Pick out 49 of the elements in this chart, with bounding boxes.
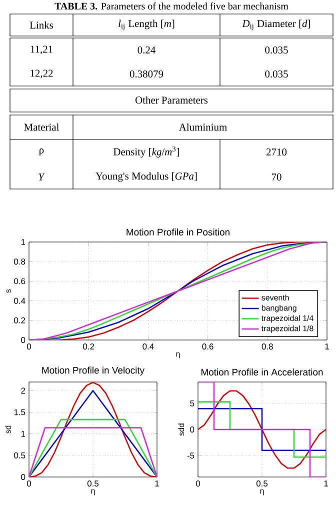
x-tick-label: 0.5: [256, 480, 268, 487]
text: TABLE 3. Parameters of the modeled five bar mechanism: [54, 2, 288, 10]
text: Other Parameters: [135, 96, 208, 104]
y-tick-label: -5: [187, 452, 194, 459]
y-tick-label: 1: [21, 430, 26, 437]
y-tick-label: 1.5: [14, 409, 26, 416]
text: D$_{ij}$ Diameter [d]: [242, 20, 310, 30]
x-tick-label: 0: [26, 480, 32, 487]
x-tick-label: 0.4: [142, 344, 154, 350]
y-tick-label: 0.2: [14, 317, 26, 324]
text: Material: [24, 123, 60, 131]
x-tick-label: 1: [324, 480, 328, 486]
y-tick-label: 0: [21, 337, 26, 343]
x-tick-label: 1: [325, 344, 329, 350]
x-tick-label: 1: [155, 480, 159, 486]
text: 0.38079: [130, 70, 164, 78]
y-tick-label: 1: [21, 239, 26, 245]
text: 0.035: [265, 46, 288, 54]
x-tick-label: 0.2: [83, 344, 94, 350]
x-tick-label: 0.8: [262, 344, 273, 350]
y-tick-label: 0.5: [14, 452, 26, 458]
text: 0.24: [138, 46, 156, 54]
text: 2710: [266, 148, 287, 156]
text: Density [kg/m$^{3}$]: [113, 146, 180, 158]
text: Aluminium: [178, 123, 227, 131]
y-tick-label: 0.8: [14, 258, 26, 265]
x-tick-label: 0.6: [202, 344, 214, 350]
y-tick-label: 0: [21, 474, 26, 480]
x-tick-label: 0.5: [87, 480, 99, 487]
text: 0.035: [265, 70, 288, 78]
text: Links: [30, 21, 54, 29]
x-tick-label: 0: [196, 480, 200, 487]
chart-title: Motion Profile in Velocity: [42, 366, 145, 376]
y-tick-label: 2: [21, 388, 26, 394]
text: l$_{ij}$ Length [m]: [118, 20, 174, 30]
text: 11,21: [30, 46, 52, 54]
chart-title: Motion Profile in Position: [126, 228, 230, 236]
chart-title: Motion Profile in Acceleration: [201, 368, 323, 376]
text: 12,22: [30, 70, 53, 78]
text: Y: [38, 174, 45, 180]
y-tick-label: 0: [190, 426, 194, 432]
y-tick-label: 5: [190, 400, 194, 406]
text: ρ: [40, 148, 44, 156]
text: Young's Modulus [GPa]: [96, 172, 197, 182]
y-tick-label: 0.6: [14, 278, 26, 284]
y-tick-label: 0.4: [14, 298, 26, 304]
line-series: [198, 390, 326, 469]
text: 70: [272, 173, 282, 181]
x-tick-label: 0: [26, 344, 32, 350]
